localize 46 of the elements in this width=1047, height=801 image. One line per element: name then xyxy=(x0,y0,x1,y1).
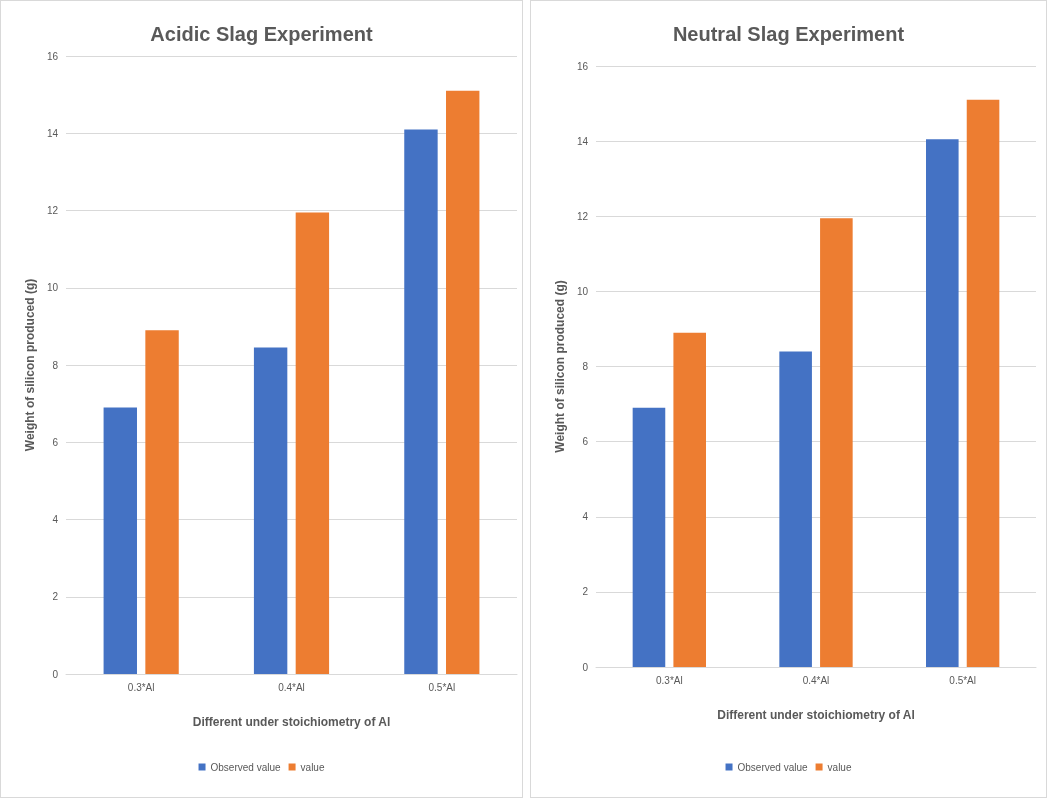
x-axis-title: Different under stoichiometry of Al xyxy=(717,708,915,722)
y-tick-label: 10 xyxy=(576,285,589,297)
bar xyxy=(779,351,812,667)
bar xyxy=(632,407,666,667)
y-tick-label: 16 xyxy=(46,50,59,62)
x-tick-label: 0.4*Al xyxy=(278,681,305,693)
bar xyxy=(404,129,438,674)
x-tick-label: 0.5*Al xyxy=(428,681,456,693)
bar xyxy=(926,139,959,667)
y-tick-label: 8 xyxy=(52,359,59,371)
bar xyxy=(145,330,179,674)
y-tick-label: 10 xyxy=(46,282,59,294)
legend-label: value xyxy=(827,761,852,773)
y-tick-label: 4 xyxy=(582,511,589,523)
chart-title: Acidic Slag Experiment xyxy=(150,23,373,45)
y-tick-label: 2 xyxy=(52,591,59,603)
y-tick-label: 14 xyxy=(46,127,59,139)
legend-label: value xyxy=(300,761,325,773)
y-tick-label: 2 xyxy=(582,586,589,598)
y-tick-label: 4 xyxy=(52,514,59,525)
bar xyxy=(295,212,330,674)
legend-label: Observed value xyxy=(737,761,808,773)
x-tick-label: 0.5*Al xyxy=(949,674,977,686)
bar xyxy=(820,218,853,667)
y-axis-title: Weight of silicon produced (g) xyxy=(22,278,37,452)
bar xyxy=(673,332,706,667)
y-tick-label: 6 xyxy=(52,436,59,448)
x-tick-label: 0.3*Al xyxy=(655,674,683,686)
x-tick-label: 0.3*Al xyxy=(127,681,155,693)
y-tick-label: 0 xyxy=(52,668,59,680)
y-tick-label: 14 xyxy=(576,135,589,147)
bar xyxy=(446,90,480,674)
x-tick-label: 0.4*Al xyxy=(802,674,830,686)
bar xyxy=(966,99,1000,667)
bar xyxy=(253,347,288,674)
y-tick-label: 16 xyxy=(576,60,589,72)
x-axis-title: Different under stoichiometry of Al xyxy=(192,715,391,729)
y-tick-label: 12 xyxy=(576,210,589,222)
bar xyxy=(103,407,137,674)
chart-title: Neutral Slag Experiment xyxy=(672,23,905,45)
y-tick-label: 12 xyxy=(46,205,59,216)
y-tick-label: 6 xyxy=(582,436,589,448)
legend-label: Observed value xyxy=(210,761,281,773)
y-tick-label: 0 xyxy=(582,661,589,673)
y-tick-label: 8 xyxy=(582,361,589,372)
y-axis-title: Weight of silicon produced (g) xyxy=(552,280,567,453)
